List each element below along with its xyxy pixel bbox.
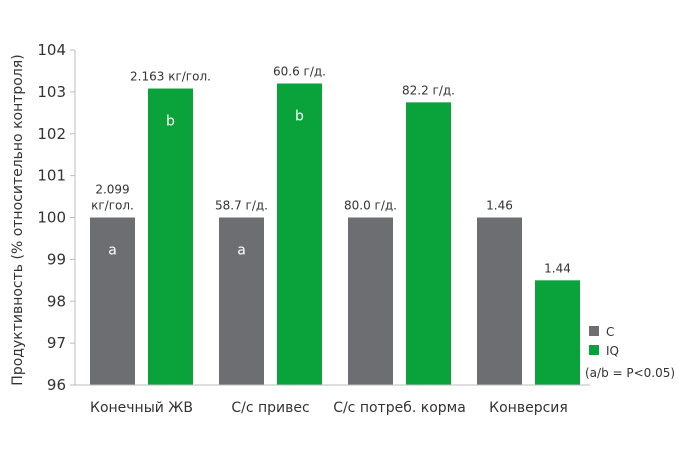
x-axis: Конечный ЖВ С/с привес С/с потреб. корма Ко… <box>75 384 590 416</box>
legend-swatch-c <box>589 326 599 336</box>
y-axis: 96 97 98 99 100 101 102 103 104 <box>37 41 76 394</box>
data-label: 1.46 <box>486 199 513 213</box>
bar-iq-2 <box>406 102 451 385</box>
bar-c-3 <box>477 217 522 385</box>
significance-letter: b <box>166 114 175 130</box>
bar-iq-1 <box>277 83 322 385</box>
y-axis-label: Продуктивность (% относительно контроля) <box>10 54 26 385</box>
significance-letter: a <box>237 243 246 259</box>
bar-c-0 <box>90 217 135 385</box>
y-tick-label: 97 <box>47 334 66 352</box>
significance-letter: b <box>295 109 304 125</box>
y-tick-label: 104 <box>37 41 66 59</box>
legend-label: C <box>606 325 614 339</box>
significance-note: (a/b = P<0.05) <box>585 366 675 380</box>
data-label: 80.0 г/д. <box>344 199 397 213</box>
data-label: 2.163 кг/гол. <box>130 70 211 84</box>
y-tick-label: 96 <box>47 376 66 394</box>
bar-iq-3 <box>535 280 580 385</box>
significance-letter: a <box>108 243 117 259</box>
bars: 2.099 кг/гол. a 2.163 кг/гол. b 58.7 г/д. a 60.… <box>90 65 580 386</box>
category-label: Конверсия <box>489 400 568 416</box>
legend: C IQ (a/b = P<0.05) <box>585 325 675 380</box>
y-tick-label: 102 <box>37 125 66 143</box>
bar-iq-0 <box>148 88 193 386</box>
y-tick-label: 100 <box>37 209 66 227</box>
data-label: 1.44 <box>544 261 571 275</box>
data-label: кг/гол. <box>91 199 134 213</box>
data-label: 60.6 г/д. <box>273 65 326 79</box>
category-label: С/с привес <box>231 400 309 416</box>
data-label: 2.099 <box>95 183 129 197</box>
category-label: Конечный ЖВ <box>90 400 193 416</box>
category-label: С/с потреб. корма <box>333 400 466 416</box>
y-tick-label: 101 <box>37 167 66 185</box>
legend-label: IQ <box>606 344 619 358</box>
data-label: 82.2 г/д. <box>402 83 455 97</box>
y-tick-label: 99 <box>47 250 66 268</box>
legend-swatch-iq <box>589 345 599 355</box>
bar-c-2 <box>348 217 393 385</box>
data-label: 58.7 г/д. <box>215 199 268 213</box>
y-tick-label: 98 <box>47 292 66 310</box>
bar-c-1 <box>219 217 264 385</box>
y-tick-label: 103 <box>37 83 66 101</box>
